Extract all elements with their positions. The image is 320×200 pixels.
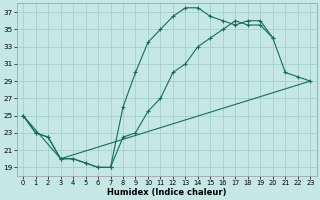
X-axis label: Humidex (Indice chaleur): Humidex (Indice chaleur): [107, 188, 227, 197]
